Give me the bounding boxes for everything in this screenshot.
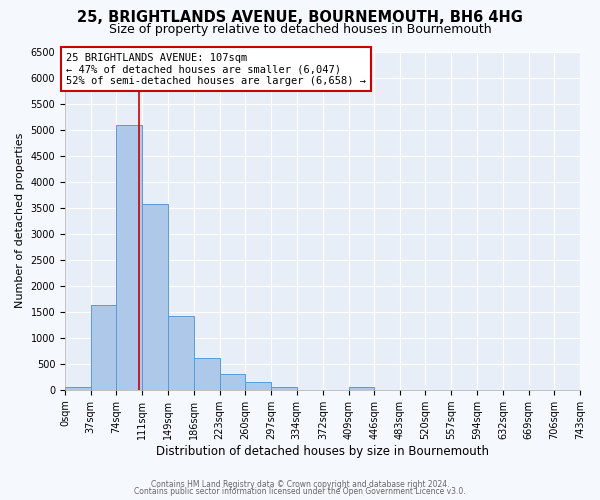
Text: Size of property relative to detached houses in Bournemouth: Size of property relative to detached ho…	[109, 22, 491, 36]
Bar	[65, 387, 91, 390]
Y-axis label: Number of detached properties: Number of detached properties	[15, 133, 25, 308]
X-axis label: Distribution of detached houses by size in Bournemouth: Distribution of detached houses by size …	[156, 444, 489, 458]
Text: Contains public sector information licensed under the Open Government Licence v3: Contains public sector information licen…	[134, 487, 466, 496]
Bar	[220, 374, 245, 390]
Bar	[142, 204, 168, 390]
Bar	[116, 126, 142, 390]
Bar	[168, 316, 194, 390]
Text: 25 BRIGHTLANDS AVENUE: 107sqm
← 47% of detached houses are smaller (6,047)
52% o: 25 BRIGHTLANDS AVENUE: 107sqm ← 47% of d…	[66, 52, 366, 86]
Bar	[245, 382, 271, 390]
Text: Contains HM Land Registry data © Crown copyright and database right 2024.: Contains HM Land Registry data © Crown c…	[151, 480, 449, 489]
Bar	[91, 306, 116, 390]
Bar	[271, 386, 296, 390]
Bar	[194, 358, 220, 390]
Bar	[349, 387, 374, 390]
Text: 25, BRIGHTLANDS AVENUE, BOURNEMOUTH, BH6 4HG: 25, BRIGHTLANDS AVENUE, BOURNEMOUTH, BH6…	[77, 10, 523, 25]
